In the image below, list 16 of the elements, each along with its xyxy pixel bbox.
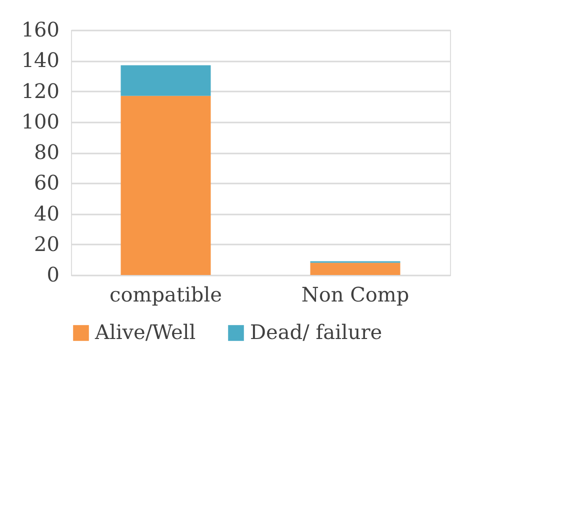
bar	[120, 65, 211, 96]
y-tick-label: 100	[21, 109, 60, 134]
y-tick-label: 40	[34, 201, 60, 226]
y-tick-label: 160	[21, 18, 60, 42]
bar	[120, 96, 211, 275]
y-tick-label: 0	[46, 262, 60, 286]
y-tick-label: 20	[34, 232, 60, 256]
bar	[310, 262, 400, 275]
y-tick-label: 140	[21, 48, 60, 72]
x-tick-label: compatible	[110, 282, 222, 306]
legend-label: Alive/Well	[94, 320, 196, 344]
y-tick-label: 120	[21, 78, 60, 103]
legend-label: Dead/ failure	[250, 320, 382, 344]
x-tick-label: Non Comp	[301, 282, 410, 306]
y-tick-label: 80	[34, 140, 60, 164]
y-tick-label: 60	[34, 170, 60, 195]
